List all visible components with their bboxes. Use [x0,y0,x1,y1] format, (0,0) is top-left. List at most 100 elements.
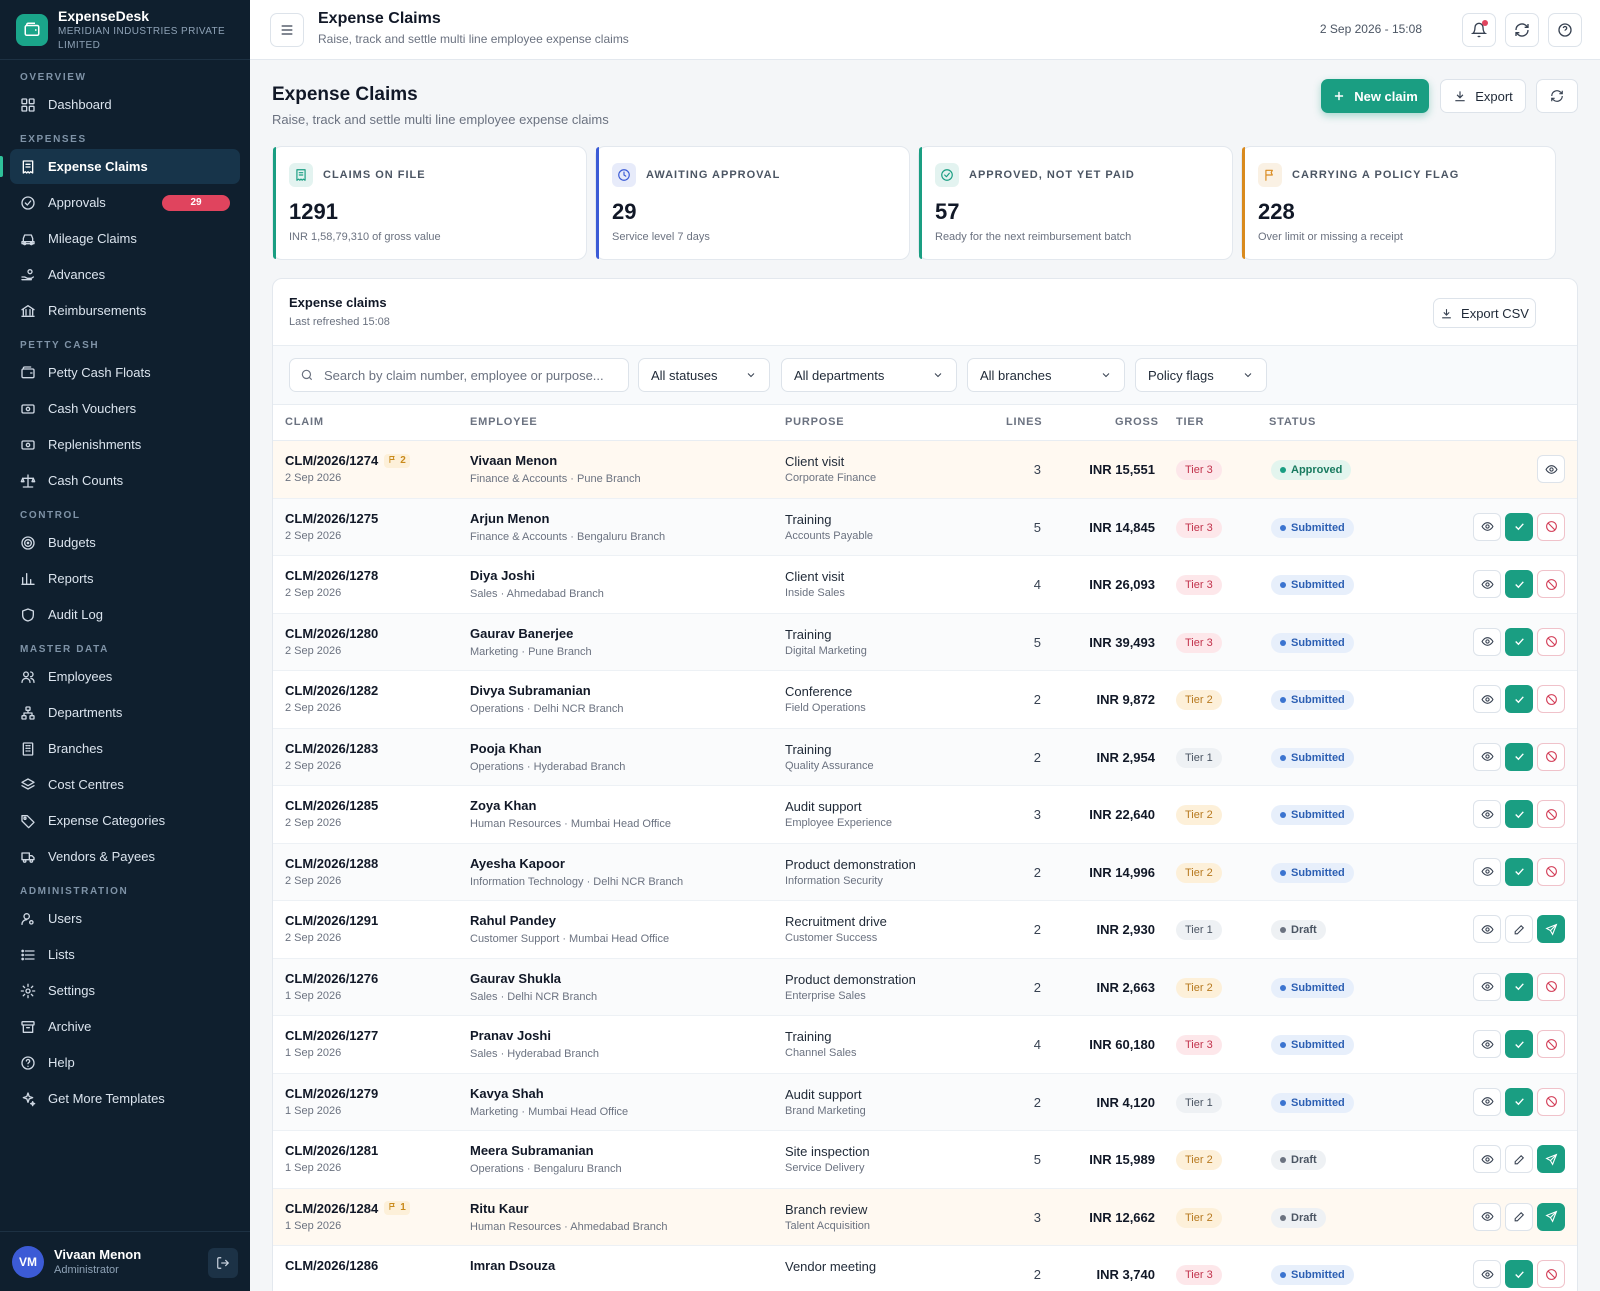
reject-claim-button[interactable] [1537,857,1565,886]
column-header-status[interactable]: STATUS [1269,416,1317,428]
table-row[interactable]: CLM/2026/1288 2 Sep 2026 Ayesha Kapoor Info… [273,843,1577,901]
submit-claim-button[interactable] [1537,915,1565,943]
approve-claim-button[interactable] [1505,512,1533,541]
column-header-tier[interactable]: TIER [1176,416,1205,428]
reject-claim-button[interactable] [1537,972,1565,1001]
view-claim-button[interactable] [1473,800,1501,828]
approve-claim-button[interactable] [1505,857,1533,886]
brand[interactable]: ExpenseDesk MERIDIAN INDUSTRIES PRIVATE … [0,0,250,60]
refresh-button[interactable] [1505,13,1539,47]
sidebar-item-departments[interactable]: Departments [10,695,240,730]
sidebar-item-vendors-and-payees[interactable]: Vendors & Payees [10,839,240,874]
claim-number[interactable]: CLM/2026/1274 [285,453,379,468]
search-input[interactable]: Search by claim number, employee or purp… [289,358,629,392]
menu-toggle-button[interactable] [270,13,304,47]
reject-claim-button[interactable] [1537,742,1565,771]
logout-button[interactable] [208,1248,238,1278]
table-row[interactable]: CLM/2026/1276 1 Sep 2026 Gaurav Shukla Sale… [273,958,1577,1016]
approve-claim-button[interactable] [1505,1260,1533,1288]
sidebar-item-audit-log[interactable]: Audit Log [10,597,240,632]
department-filter-select[interactable]: All departments [781,358,957,392]
policy-flags-filter-select[interactable]: Policy flags [1135,358,1267,392]
reject-claim-button[interactable] [1537,570,1565,598]
approve-claim-button[interactable] [1505,1030,1533,1058]
table-row[interactable]: CLM/2026/1283 2 Sep 2026 Pooja Khan Operati… [273,728,1577,786]
column-header-claim[interactable]: CLAIM [285,416,324,428]
edit-claim-button[interactable] [1505,1145,1533,1173]
status-filter-select[interactable]: All statuses [638,358,770,392]
table-row[interactable]: CLM/2026/1282 2 Sep 2026 Divya Subramanian… [273,671,1577,729]
table-row[interactable]: CLM/2026/1279 1 Sep 2026 Kavya Shah Marketi… [273,1073,1577,1131]
claim-number[interactable]: CLM/2026/1275 [285,510,379,526]
column-header-gross[interactable]: GROSS [1115,416,1159,428]
approve-claim-button[interactable] [1505,570,1533,598]
table-row[interactable]: CLM/2026/1291 2 Sep 2026 Rahul Pandey Custo… [273,901,1577,959]
reject-claim-button[interactable] [1537,1030,1565,1058]
notifications-button[interactable] [1462,13,1496,47]
sidebar-item-get-more-templates[interactable]: Get More Templates [10,1081,240,1116]
new-claim-button[interactable]: New claim [1321,79,1429,113]
export-button[interactable]: Export [1440,79,1526,113]
sidebar-item-settings[interactable]: Settings [10,973,240,1008]
claim-number[interactable]: CLM/2026/1288 [285,855,379,871]
claim-number[interactable]: CLM/2026/1284 [285,1200,379,1216]
sidebar-item-cost-centres[interactable]: Cost Centres [10,767,240,802]
page-refresh-button[interactable] [1536,79,1578,113]
sidebar-item-cash-vouchers[interactable]: Cash Vouchers [10,391,240,426]
table-row[interactable]: CLM/2026/1284 1 1 Sep 2026 Ritu Kaur Human R… [273,1188,1577,1246]
sidebar-item-cash-counts[interactable]: Cash Counts [10,463,240,498]
table-row[interactable]: CLM/2026/1285 2 Sep 2026 Zoya Khan Human Re… [273,786,1577,844]
sidebar-item-archive[interactable]: Archive [10,1009,240,1044]
approve-claim-button[interactable] [1505,1087,1533,1116]
table-row[interactable]: CLM/2026/1277 1 Sep 2026 Pranav Joshi Sales… [273,1016,1577,1074]
claim-number[interactable]: CLM/2026/1291 [285,913,379,928]
table-row[interactable]: CLM/2026/1281 1 Sep 2026 Meera Subramanian… [273,1131,1577,1189]
sidebar-item-expense-categories[interactable]: Expense Categories [10,803,240,838]
approve-claim-button[interactable] [1505,685,1533,713]
edit-claim-button[interactable] [1505,915,1533,943]
claim-number[interactable]: CLM/2026/1278 [285,568,379,583]
approve-claim-button[interactable] [1505,742,1533,771]
table-row[interactable]: CLM/2026/1278 2 Sep 2026 Diya Joshi Sales ·… [273,556,1577,614]
sidebar-item-branches[interactable]: Branches [10,731,240,766]
reject-claim-button[interactable] [1537,627,1565,656]
claim-number[interactable]: CLM/2026/1277 [285,1028,379,1043]
table-row[interactable]: CLM/2026/1286 Imran Dsouza Vendor meeting 2… [273,1246,1577,1291]
sidebar-item-lists[interactable]: Lists [10,937,240,972]
table-row[interactable]: CLM/2026/1280 2 Sep 2026 Gaurav Banerjee Ma… [273,613,1577,671]
sidebar-item-dashboard[interactable]: Dashboard [10,87,240,122]
sidebar-item-help[interactable]: Help [10,1045,240,1080]
table-row[interactable]: CLM/2026/1275 2 Sep 2026 Arjun Menon Financ… [273,498,1577,556]
reject-claim-button[interactable] [1537,1260,1565,1288]
sidebar-item-reports[interactable]: Reports [10,561,240,596]
approve-claim-button[interactable] [1505,800,1533,828]
view-claim-button[interactable] [1473,742,1501,771]
claim-number[interactable]: CLM/2026/1281 [285,1143,379,1158]
view-claim-button[interactable] [1473,685,1501,713]
sidebar-item-budgets[interactable]: Budgets [10,525,240,560]
column-header-lines[interactable]: LINES [1006,416,1043,428]
column-header-purpose[interactable]: PURPOSE [785,416,845,428]
claim-number[interactable]: CLM/2026/1279 [285,1085,379,1101]
sidebar-item-advances[interactable]: Advances [10,257,240,292]
edit-claim-button[interactable] [1505,1202,1533,1231]
column-header-employee[interactable]: EMPLOYEE [470,416,538,428]
export-csv-button[interactable]: Export CSV [1433,298,1536,328]
view-claim-button[interactable] [1473,1260,1501,1288]
view-claim-button[interactable] [1473,1145,1501,1173]
view-claim-button[interactable] [1473,570,1501,598]
avatar[interactable]: VM [12,1245,44,1278]
sidebar-item-employees[interactable]: Employees [10,659,240,694]
sidebar-item-replenishments[interactable]: Replenishments [10,427,240,462]
claim-number[interactable]: CLM/2026/1280 [285,625,379,641]
view-claim-button[interactable] [1473,512,1501,541]
sidebar-item-reimbursements[interactable]: Reimbursements [10,293,240,328]
reject-claim-button[interactable] [1537,800,1565,828]
sidebar-item-mileage-claims[interactable]: Mileage Claims [10,221,240,256]
sidebar-item-expense-claims[interactable]: Expense Claims [0,149,240,184]
sidebar-item-users[interactable]: Users [10,901,240,936]
claim-number[interactable]: CLM/2026/1286 [285,1258,379,1273]
submit-claim-button[interactable] [1537,1145,1565,1173]
reject-claim-button[interactable] [1537,1087,1565,1116]
reject-claim-button[interactable] [1537,512,1565,541]
